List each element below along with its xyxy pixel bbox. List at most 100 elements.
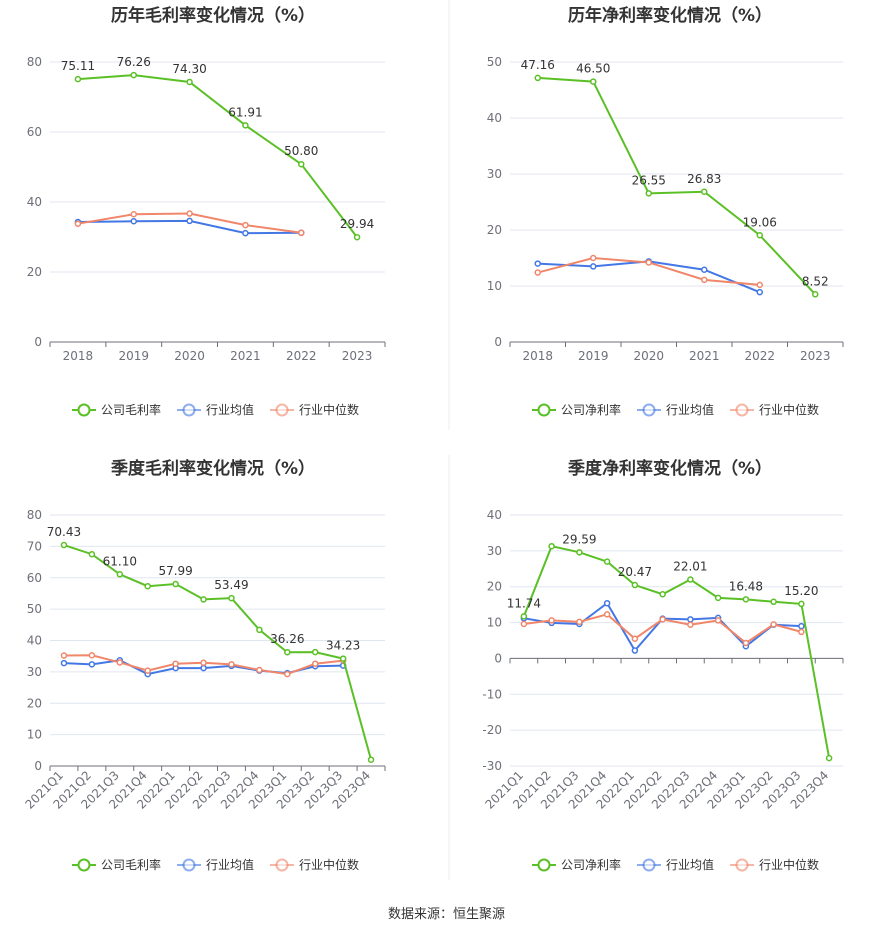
data-point	[284, 648, 291, 656]
legend-label: 行业均值	[206, 402, 254, 417]
legend-label: 行业均值	[666, 857, 714, 872]
y-tick-label: 10	[487, 279, 502, 293]
legend-label: 行业均值	[666, 402, 714, 417]
legend-item: 行业中位数	[270, 402, 359, 417]
x-tick-label: 2018	[63, 349, 94, 363]
y-tick-label: 20	[487, 223, 502, 237]
data-point	[256, 626, 263, 634]
data-label: 26.55	[632, 173, 666, 187]
data-point	[603, 611, 611, 618]
data-point	[590, 263, 597, 270]
data-point	[714, 617, 722, 624]
data-point	[284, 670, 291, 678]
data-label: 75.11	[61, 59, 95, 73]
data-point	[256, 666, 263, 674]
legend-swatch-marker	[182, 403, 196, 417]
data-label: 19.06	[743, 215, 777, 229]
data-label: 50.80	[284, 144, 318, 158]
y-tick-label: 0	[494, 651, 502, 665]
data-point	[825, 754, 833, 762]
data-point	[742, 596, 750, 603]
data-point	[228, 661, 235, 668]
data-point	[631, 647, 639, 654]
x-tick-label: 2023	[342, 349, 373, 363]
data-label: 53.49	[214, 578, 248, 592]
x-tick-label: 2018	[522, 349, 553, 363]
legend-swatch-marker	[642, 403, 656, 417]
data-point	[687, 616, 694, 623]
legend-label: 行业均值	[206, 857, 254, 872]
data-point	[770, 621, 777, 628]
data-point	[367, 756, 375, 763]
y-tick-label: 10	[27, 728, 42, 742]
data-point	[742, 639, 750, 647]
data-source-note: 数据来源：恒生聚源	[387, 907, 505, 922]
legend-item: 行业均值	[177, 857, 254, 872]
y-tick-label: -20	[482, 723, 502, 737]
data-point	[311, 648, 319, 656]
data-point	[172, 660, 179, 667]
data-point	[186, 210, 193, 217]
data-label: 57.99	[158, 564, 192, 578]
legend-swatch-marker	[77, 858, 91, 872]
x-tick-label: 2019	[578, 349, 609, 363]
y-tick-label: 0	[34, 759, 42, 773]
data-point	[687, 621, 694, 628]
chart-title: 季度毛利率变化情况（%）	[111, 458, 315, 479]
data-point	[687, 576, 694, 583]
data-label: 46.50	[576, 62, 610, 76]
y-tick-label: 50	[27, 602, 42, 616]
series-line	[523, 601, 802, 653]
data-point	[756, 281, 763, 289]
legend-item: 行业中位数	[730, 857, 819, 872]
y-tick-label: 10	[487, 616, 502, 630]
data-label: 61.91	[228, 105, 262, 119]
data-point	[130, 211, 137, 218]
legend-swatch-marker	[182, 858, 196, 872]
legend-label: 公司毛利率	[101, 402, 161, 417]
data-point	[714, 594, 722, 602]
y-tick-label: 0	[494, 335, 502, 349]
data-point	[88, 550, 96, 558]
data-point	[603, 558, 611, 565]
data-point	[88, 661, 96, 668]
x-tick-label: 2022	[286, 349, 317, 363]
data-point	[353, 233, 361, 241]
data-point	[631, 581, 639, 589]
data-point	[339, 655, 347, 662]
legend-label: 行业中位数	[299, 857, 359, 872]
legend-item: 行业中位数	[730, 402, 819, 417]
data-point	[60, 541, 68, 549]
data-label: 16.48	[729, 579, 763, 593]
data-label: 34.23	[326, 639, 360, 653]
y-tick-label: 40	[27, 195, 42, 209]
data-point	[798, 600, 805, 608]
data-point	[172, 580, 179, 588]
data-point	[603, 599, 611, 607]
x-tick-label: 2022	[744, 349, 775, 363]
x-tick-label: 2020	[633, 349, 664, 363]
y-tick-label: 80	[27, 508, 42, 522]
data-point	[200, 664, 207, 672]
data-point	[548, 617, 555, 624]
data-point	[60, 652, 68, 659]
x-tick-label: 2021	[689, 349, 720, 363]
x-tick-label: 2020	[174, 349, 205, 363]
data-label: 76.26	[117, 55, 151, 69]
data-point	[520, 620, 528, 628]
data-label: 20.47	[618, 565, 652, 579]
data-point	[645, 190, 652, 197]
data-point	[130, 71, 137, 79]
data-point	[116, 571, 124, 578]
data-label: 61.10	[103, 554, 137, 568]
data-point	[298, 160, 305, 168]
legend-label: 行业中位数	[299, 402, 359, 417]
legend-swatch-marker	[642, 858, 656, 872]
x-tick-label: 2023	[800, 349, 831, 363]
chart-title: 历年净利率变化情况（%）	[568, 5, 772, 26]
data-label: 8.52	[802, 274, 829, 288]
data-point	[631, 635, 639, 642]
data-point	[645, 259, 652, 266]
data-point	[770, 598, 777, 606]
